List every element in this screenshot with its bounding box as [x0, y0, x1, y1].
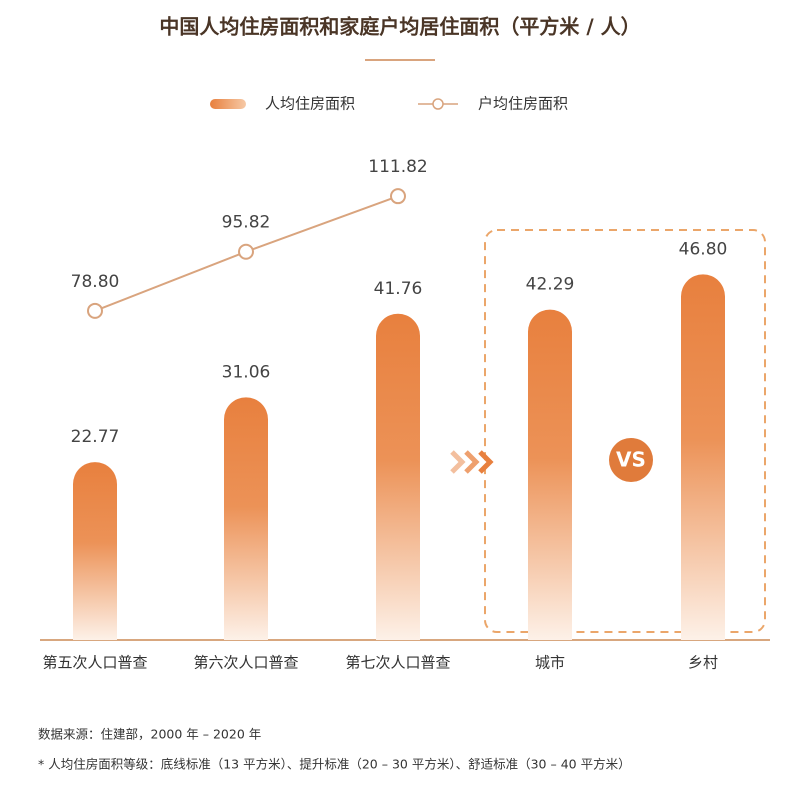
vs-text: VS: [616, 448, 646, 472]
footnote: * 人均住房面积等级：底线标准（13 平方米）、提升标准（20 – 30 平方米…: [38, 757, 631, 772]
x-tick-label: 乡村: [688, 654, 718, 672]
bar: [681, 274, 725, 640]
line-point: [238, 243, 254, 260]
data-label: 111.82: [368, 157, 427, 177]
data-label: 22.77: [71, 427, 120, 447]
bar: [224, 397, 268, 640]
line-point: [390, 188, 406, 205]
legend-line-icon-dot: [432, 98, 444, 110]
x-tick-label: 城市: [535, 654, 565, 672]
data-label: 78.80: [71, 272, 120, 292]
legend-bar-icon: [210, 99, 246, 109]
bar: [73, 462, 117, 640]
x-tick-label: 第五次人口普查: [42, 654, 147, 672]
bar: [376, 313, 420, 640]
data-label: 31.06: [222, 362, 271, 382]
x-tick-label: 第六次人口普查: [193, 654, 298, 672]
data-label: 41.76: [374, 279, 423, 299]
line-point: [87, 302, 103, 319]
data-label: 95.82: [222, 213, 271, 233]
chart-title: 中国人均住房面积和家庭户均居住面积（平方米 / 人）: [159, 15, 640, 39]
data-label: 46.80: [679, 239, 728, 259]
highlight-box: [484, 229, 766, 633]
source-note: 数据来源：住建部，2000 年 – 2020 年: [38, 727, 261, 742]
bar: [528, 309, 572, 640]
data-label: 42.29: [526, 275, 575, 295]
x-tick-label: 第七次人口普查: [345, 654, 450, 672]
legend-label: 人均住房面积: [265, 95, 355, 113]
chevrons: [450, 450, 494, 474]
legend-label: 户均住房面积: [478, 95, 568, 113]
vs-badge: [609, 438, 653, 482]
